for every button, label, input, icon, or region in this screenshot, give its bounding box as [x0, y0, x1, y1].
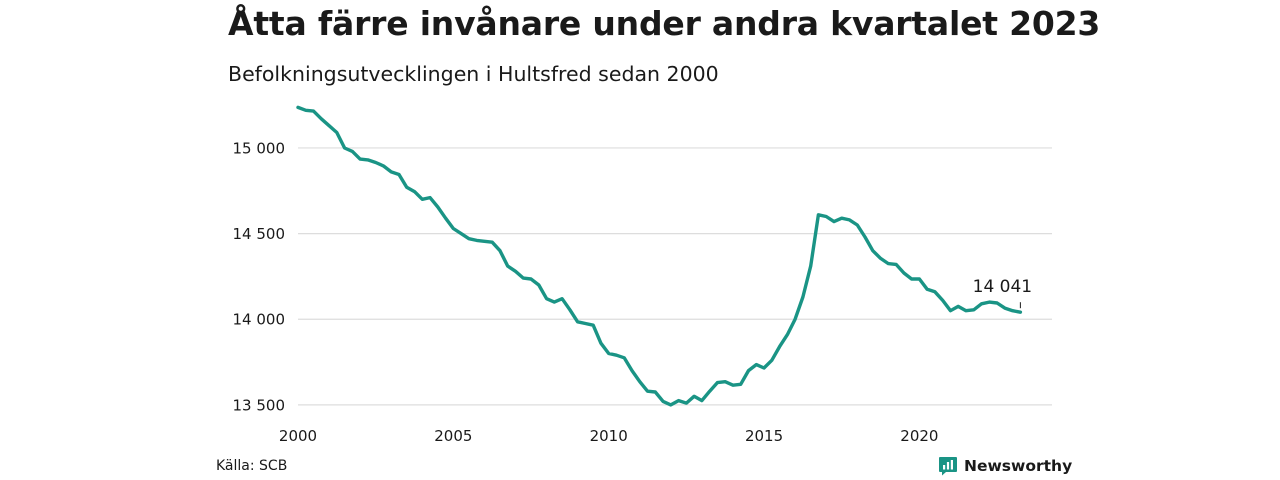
y-tick-label: 14 000	[233, 311, 286, 329]
x-axis-ticks: 2000 2005 2010 2015 2020	[279, 427, 939, 445]
x-tick-label: 2020	[900, 427, 938, 445]
y-tick-label: 15 000	[233, 139, 286, 157]
line-chart: 13 500 14 000 14 500 15 000 2000 2005 2010 201…	[233, 105, 1052, 445]
x-tick-label: 2005	[434, 427, 472, 445]
population-line	[296, 105, 1023, 407]
brand-name: Newsworthy	[964, 457, 1073, 475]
source-note: Källa: SCB	[216, 458, 288, 474]
x-tick-label: 2015	[745, 427, 783, 445]
x-tick-label: 2000	[279, 427, 317, 445]
y-axis-ticks: 13 500 14 000 14 500 15 000	[233, 139, 286, 414]
end-value-label: 14 041	[973, 277, 1032, 297]
brand-logo: Newsworthy	[938, 456, 1072, 476]
gridlines	[298, 147, 1052, 406]
y-tick-label: 14 500	[233, 225, 286, 243]
y-tick-label: 13 500	[233, 396, 286, 414]
chart-subtitle: Befolkningsutvecklingen i Hultsfred seda…	[228, 62, 719, 86]
chart-title: Åtta färre invånare under andra kvartale…	[228, 4, 1101, 43]
bar-chart-logo-icon	[939, 457, 957, 476]
x-tick-label: 2010	[590, 427, 628, 445]
